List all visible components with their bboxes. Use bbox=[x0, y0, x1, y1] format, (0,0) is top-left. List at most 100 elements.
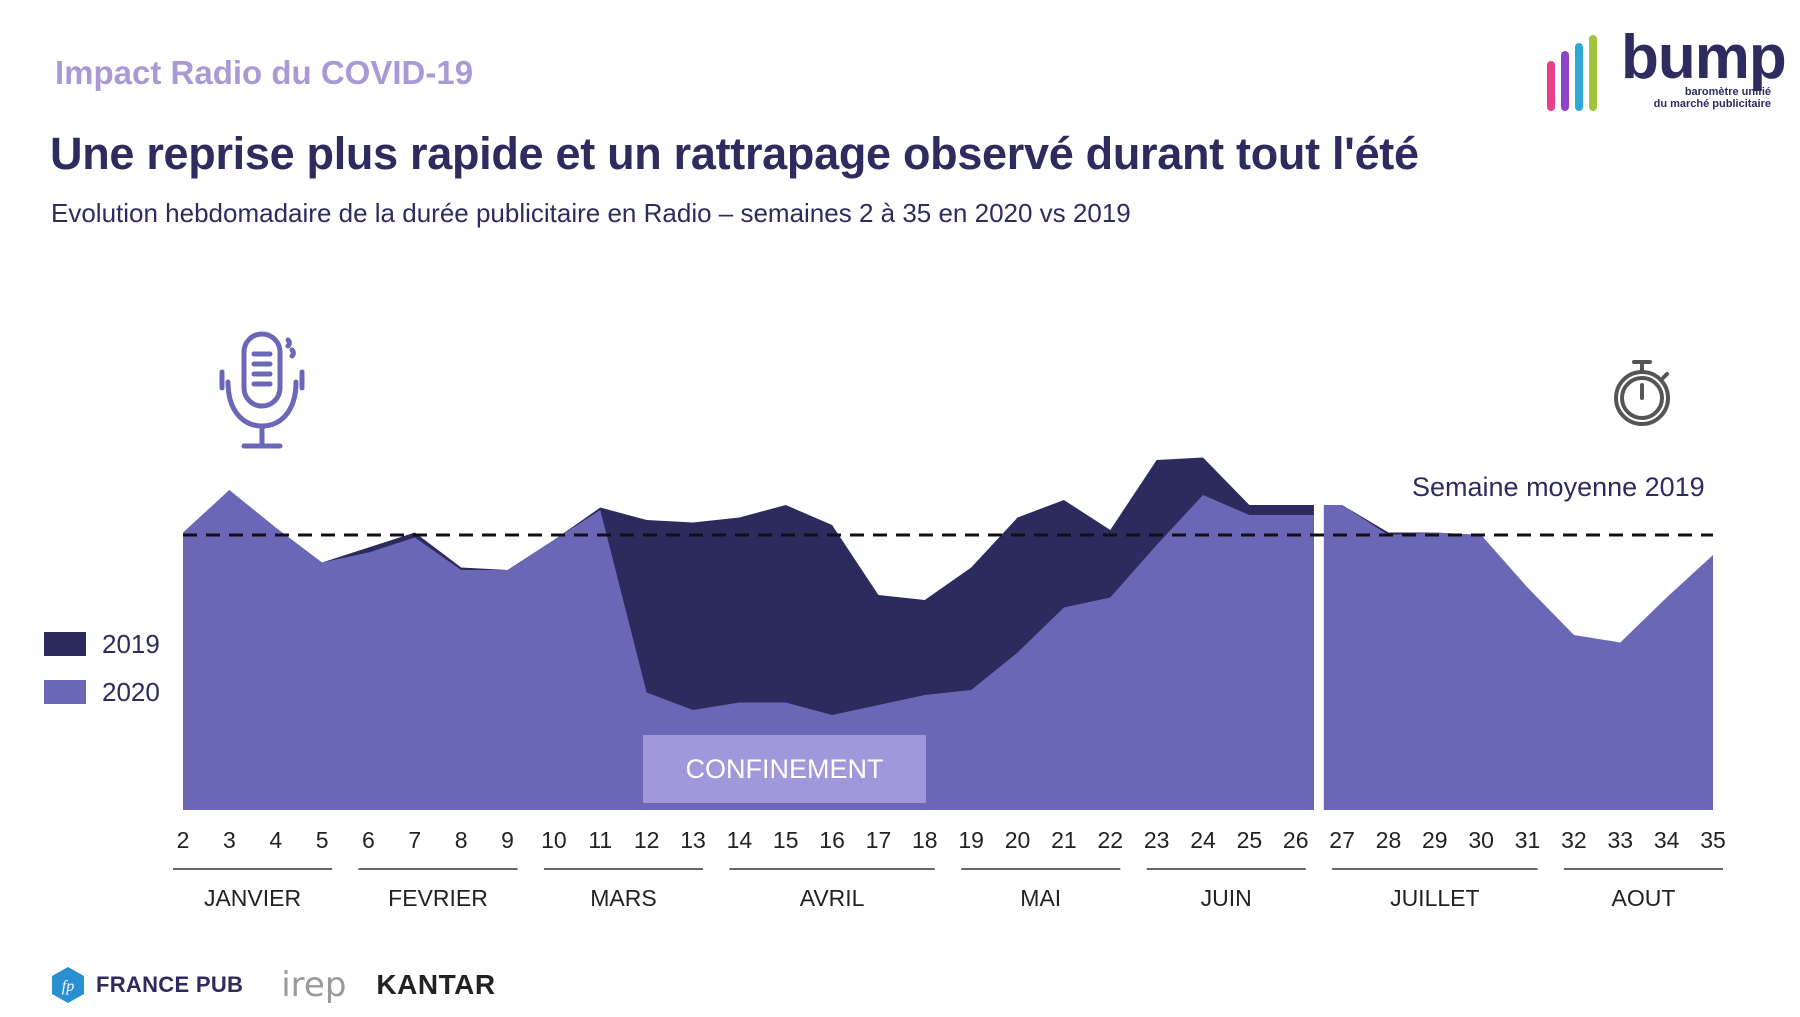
x-tick-week-28: 28 bbox=[1376, 827, 1402, 853]
point-2020-week-20 bbox=[1016, 651, 1019, 654]
point-2020-week-3 bbox=[228, 489, 231, 492]
point-2020-week-26 bbox=[1294, 514, 1297, 517]
france-pub-logo: fp FRANCE PUB bbox=[50, 966, 243, 1004]
x-tick-week-27: 27 bbox=[1329, 827, 1355, 853]
x-tick-week-8: 8 bbox=[455, 827, 468, 853]
bump-tagline: baromètre unifié du marché publicitaire bbox=[1653, 86, 1771, 110]
point-2019-week-18 bbox=[923, 599, 926, 602]
france-pub-mark-icon: fp bbox=[52, 967, 84, 1003]
bump-wordmark: bump bbox=[1621, 23, 1787, 92]
stopwatch-icon bbox=[1614, 360, 1670, 426]
point-2020-week-24 bbox=[1202, 494, 1205, 497]
point-2019-week-26 bbox=[1294, 504, 1297, 507]
confinement-label: CONFINEMENT bbox=[685, 753, 884, 784]
point-2019-week-15 bbox=[784, 504, 787, 507]
x-tick-week-15: 15 bbox=[773, 827, 799, 853]
point-2020-week-27 bbox=[1341, 504, 1344, 507]
footer-logos: fp FRANCE PUB irep KANTAR bbox=[50, 960, 496, 1010]
microphone-icon bbox=[219, 331, 305, 449]
legend-item-2019: 2019 bbox=[44, 620, 160, 668]
x-tick-week-22: 22 bbox=[1097, 827, 1123, 853]
month-label-juin: JUIN bbox=[1201, 885, 1252, 911]
legend-label-2020: 2020 bbox=[102, 676, 160, 707]
x-tick-week-33: 33 bbox=[1607, 827, 1633, 853]
area-2020-segment-1 bbox=[183, 490, 1314, 810]
month-label-mai: MAI bbox=[1020, 885, 1061, 911]
area-2020-segment-2 bbox=[1323, 505, 1713, 810]
x-tick-week-24: 24 bbox=[1190, 827, 1216, 853]
x-tick-week-2: 2 bbox=[177, 827, 190, 853]
x-tick-week-14: 14 bbox=[727, 827, 753, 853]
point-2020-week-21 bbox=[1062, 606, 1065, 609]
month-label-mars: MARS bbox=[590, 885, 656, 911]
month-label-aout: AOUT bbox=[1612, 885, 1676, 911]
legend-label-2019: 2019 bbox=[102, 628, 160, 659]
month-label-janvier: JANVIER bbox=[204, 885, 301, 911]
month-label-juillet: JUILLET bbox=[1390, 885, 1479, 911]
france-pub-text: FRANCE PUB bbox=[96, 972, 244, 997]
point-2019-week-20 bbox=[1016, 516, 1019, 519]
point-2020-week-31 bbox=[1526, 586, 1529, 589]
point-2020-week-23 bbox=[1155, 544, 1158, 547]
x-tick-week-6: 6 bbox=[362, 827, 375, 853]
point-2020-week-17 bbox=[877, 704, 880, 707]
point-2020-week-32 bbox=[1572, 634, 1575, 637]
point-2020-week-16 bbox=[831, 714, 834, 717]
x-tick-week-26: 26 bbox=[1283, 827, 1309, 853]
x-tick-week-32: 32 bbox=[1561, 827, 1587, 853]
point-2020-week-35 bbox=[1712, 554, 1715, 557]
point-2020-week-25 bbox=[1248, 514, 1251, 517]
point-2019-week-24 bbox=[1202, 456, 1205, 459]
chart-legend: 2019 2020 bbox=[44, 620, 160, 716]
x-tick-week-23: 23 bbox=[1144, 827, 1170, 853]
average-line-label: Semaine moyenne 2019 bbox=[1412, 472, 1705, 502]
point-2019-week-22 bbox=[1109, 529, 1112, 532]
point-2020-week-12 bbox=[645, 691, 648, 694]
kantar-logo: KANTAR bbox=[376, 969, 496, 1000]
point-2020-week-8 bbox=[460, 569, 463, 572]
point-2019-week-16 bbox=[831, 524, 834, 527]
x-tick-week-11: 11 bbox=[588, 827, 612, 853]
x-tick-week-31: 31 bbox=[1515, 827, 1541, 853]
x-tick-week-19: 19 bbox=[958, 827, 984, 853]
x-tick-week-17: 17 bbox=[866, 827, 892, 853]
x-tick-week-29: 29 bbox=[1422, 827, 1448, 853]
x-tick-week-3: 3 bbox=[223, 827, 236, 853]
point-2020-week-11 bbox=[599, 509, 602, 512]
point-2020-week-13 bbox=[692, 709, 695, 712]
point-2020-week-34 bbox=[1665, 596, 1668, 599]
point-2019-week-12 bbox=[645, 519, 648, 522]
point-2020-week-4 bbox=[274, 526, 277, 529]
x-tick-week-20: 20 bbox=[1005, 827, 1031, 853]
point-2019-week-14 bbox=[738, 516, 741, 519]
bump-bars-icon bbox=[1547, 35, 1597, 111]
point-2020-week-18 bbox=[923, 694, 926, 697]
point-2020-week-33 bbox=[1619, 641, 1622, 644]
point-2020-week-14 bbox=[738, 701, 741, 704]
kicker-title: Impact Radio du COVID-19 bbox=[55, 54, 474, 91]
x-tick-week-16: 16 bbox=[819, 827, 845, 853]
point-2020-week-5 bbox=[321, 561, 324, 564]
point-2019-week-17 bbox=[877, 594, 880, 597]
page-title: Une reprise plus rapide et un rattrapage… bbox=[50, 128, 1419, 179]
bump-logo: bump baromètre unifié du marché publicit… bbox=[1545, 23, 1795, 118]
x-tick-week-34: 34 bbox=[1654, 827, 1680, 853]
confinement-box: CONFINEMENT bbox=[643, 735, 926, 803]
point-2020-week-19 bbox=[970, 689, 973, 692]
point-2020-week-6 bbox=[367, 551, 370, 554]
legend-item-2020: 2020 bbox=[44, 668, 160, 716]
point-2020-week-22 bbox=[1109, 596, 1112, 599]
x-tick-week-13: 13 bbox=[680, 827, 706, 853]
point-2020-week-15 bbox=[784, 701, 787, 704]
point-2019-week-13 bbox=[692, 521, 695, 524]
svg-text:fp: fp bbox=[62, 978, 74, 995]
legend-swatch-2020 bbox=[44, 680, 86, 704]
x-tick-week-30: 30 bbox=[1468, 827, 1494, 853]
point-2020-week-9 bbox=[506, 569, 509, 572]
point-2019-week-19 bbox=[970, 566, 973, 569]
x-tick-week-4: 4 bbox=[269, 827, 282, 853]
point-2019-week-25 bbox=[1248, 504, 1251, 507]
month-label-avril: AVRIL bbox=[800, 885, 865, 911]
irep-logo: irep bbox=[281, 965, 347, 1005]
